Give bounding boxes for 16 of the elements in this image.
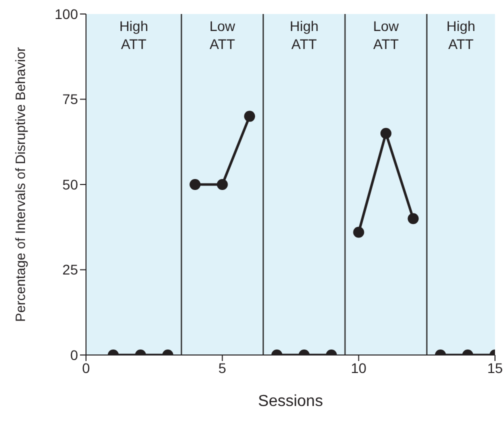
y-tick-label: 50 xyxy=(62,176,78,192)
y-tick-label: 100 xyxy=(54,6,78,22)
y-tick-label: 75 xyxy=(62,91,78,108)
annotation: Low ATT xyxy=(373,18,400,52)
annotation: High ATT xyxy=(290,18,319,52)
y-tick-label: 25 xyxy=(62,262,78,278)
x-tick-label: 0 xyxy=(82,360,90,376)
x-axis-title: Sessions xyxy=(258,393,323,410)
annotation: High ATT xyxy=(446,18,476,52)
x-tick-label: 5 xyxy=(218,360,226,376)
x-tick-label: 15 xyxy=(487,360,503,376)
x-tick-label: 10 xyxy=(350,360,367,376)
y-tick-label: 0 xyxy=(70,346,78,363)
y-axis-title: Percentage of Intervals of Disruptive Behavior xyxy=(12,46,28,322)
annotation: High ATT xyxy=(119,18,148,52)
annotation: Low ATT xyxy=(209,18,236,52)
